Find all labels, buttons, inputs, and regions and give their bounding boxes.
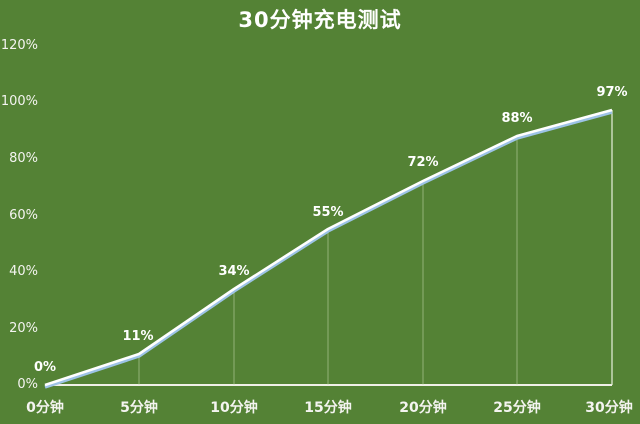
y-tick-60: 60% — [9, 208, 38, 223]
y-tick-40: 40% — [9, 264, 38, 279]
data-label-25: 88% — [501, 111, 533, 126]
data-label-0: 0% — [33, 360, 57, 375]
series-line — [44, 108, 613, 387]
series-line-shadow — [44, 110, 613, 389]
data-label-10: 34% — [218, 264, 250, 279]
x-tick-20: 20分钟 — [399, 400, 447, 416]
x-tick-10: 10分钟 — [210, 400, 258, 416]
data-label-15: 55% — [312, 205, 344, 220]
y-tick-0: 0% — [17, 377, 38, 392]
x-tick-30: 30分钟 — [585, 400, 633, 416]
y-tick-20: 20% — [9, 321, 38, 336]
y-tick-100: 100% — [0, 94, 38, 109]
x-tick-0: 0分钟 — [26, 400, 64, 416]
y-tick-120: 120% — [0, 38, 38, 53]
x-tick-5: 5分钟 — [120, 400, 158, 416]
x-tick-25: 25分钟 — [493, 400, 541, 416]
data-label-5: 11% — [122, 329, 154, 344]
x-tick-15: 15分钟 — [304, 400, 352, 416]
data-label-20: 72% — [407, 155, 439, 170]
y-tick-80: 80% — [9, 151, 38, 166]
data-label-30: 97% — [596, 85, 628, 100]
chart-title: 30分钟充电测试 — [238, 8, 402, 32]
drop-lines — [138, 136, 518, 385]
